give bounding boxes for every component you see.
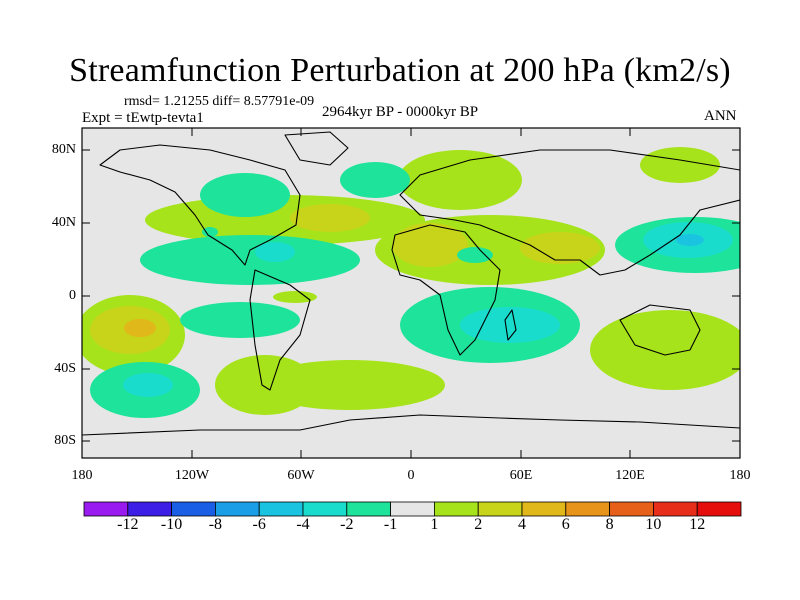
contour-caribbean-core: [255, 242, 295, 262]
lon-label-0: 0: [407, 468, 415, 483]
contour-canada-low: [200, 173, 290, 217]
coast-madagascar: [504, 309, 517, 341]
colorbar-tick-label: -1: [383, 516, 398, 533]
colorbar-tick-label: 4: [518, 516, 526, 533]
map-title: Streamfunction Perturbation at 200 hPa (…: [69, 52, 731, 89]
contour-atlantic-high: [290, 204, 370, 232]
experiment-label: Expt = tEwtp-tevta1: [82, 110, 204, 126]
colorbar-tick-label: 10: [645, 516, 662, 533]
lon-label-120w: 120W: [174, 468, 210, 483]
colorbar: [83, 501, 742, 517]
colorbar-box: [127, 501, 173, 517]
contour-australia: [590, 310, 740, 390]
colorbar-tick-label: -4: [296, 516, 310, 533]
lon-ticks: [191, 128, 631, 458]
lon-label-120e: 120E: [615, 468, 645, 483]
colorbar-box: [83, 501, 129, 517]
lat-label-80s: 80S: [54, 433, 76, 448]
lat-label-80n: 80N: [51, 142, 76, 157]
colorbar-box: [477, 501, 523, 517]
coast-eurasia: [399, 149, 740, 276]
lat-label-eq: 0: [69, 288, 76, 303]
contour-east-siberia: [640, 147, 720, 183]
colorbar-tick-label: 6: [561, 516, 570, 533]
lon-label-60w: 60W: [287, 468, 315, 483]
colorbar-box: [653, 501, 698, 517]
colorbar-tick-label: 1: [430, 516, 439, 533]
colorbar-tick-label: -8: [208, 516, 223, 533]
contour-n-africa-north: [398, 150, 522, 210]
contour-n-africa-high: [392, 223, 468, 267]
contour-pacific-core: [124, 319, 156, 337]
colorbar-box: [521, 501, 567, 517]
contour-small-band: [273, 291, 317, 303]
period-label: 2964kyr BP - 0000kyr BP: [322, 104, 479, 120]
colorbar-box: [346, 501, 391, 517]
colorbar-box: [171, 501, 216, 517]
lat-label-40s: 40S: [54, 361, 76, 376]
colorbar-box: [565, 501, 610, 517]
coast-africa: [391, 224, 501, 356]
contour-s-pacific-core: [123, 373, 173, 397]
contour-madagascar-core: [460, 307, 560, 343]
colorbar-box: [390, 501, 435, 517]
colorbar-box: [696, 501, 742, 517]
colorbar-tick-label: -2: [340, 516, 354, 533]
contour-fields: [82, 131, 740, 436]
contour-e-pacific-low: [180, 302, 300, 338]
contour-japan-inner: [676, 234, 704, 246]
lon-label-60e: 60E: [509, 468, 533, 483]
colorbar-tick-label: 2: [474, 516, 483, 533]
colorbar-box: [214, 501, 260, 517]
coast-australia: [619, 304, 701, 356]
colorbar-tick-label: -6: [252, 516, 266, 533]
contour-arabia-high: [520, 232, 600, 264]
lon-label-180e: 180: [729, 468, 751, 483]
contour-s-atlantic: [255, 360, 445, 410]
coast-north-america: [99, 144, 301, 266]
colorbar-box: [433, 501, 479, 517]
season-label: ANN: [704, 108, 737, 124]
colorbar-box: [302, 501, 348, 517]
lat-label-40n: 40N: [51, 215, 76, 230]
colorbar-tick-label: 8: [605, 516, 614, 533]
coast-greenland: [284, 131, 349, 166]
colorbar-box: [258, 501, 304, 517]
contour-caribbean-low: [140, 235, 360, 285]
coast-antarctica: [82, 414, 740, 436]
colorbar-tick-label: -10: [160, 516, 183, 533]
lat-ticks: [82, 149, 740, 442]
colorbar-tick-label: -12: [117, 516, 139, 533]
rmsd-label: rmsd= 1.21255 diff= 8.57791e-09: [124, 94, 315, 109]
coastlines: [82, 131, 740, 436]
colorbar-tick-label: 12: [689, 516, 706, 533]
contour-small-low-b: [457, 247, 493, 263]
contour-north-atlantic-low: [340, 162, 410, 198]
contour-small-low-a: [202, 227, 218, 237]
lon-label-180w: 180: [71, 468, 93, 483]
coast-south-america: [249, 269, 311, 391]
colorbar-box: [609, 501, 654, 517]
